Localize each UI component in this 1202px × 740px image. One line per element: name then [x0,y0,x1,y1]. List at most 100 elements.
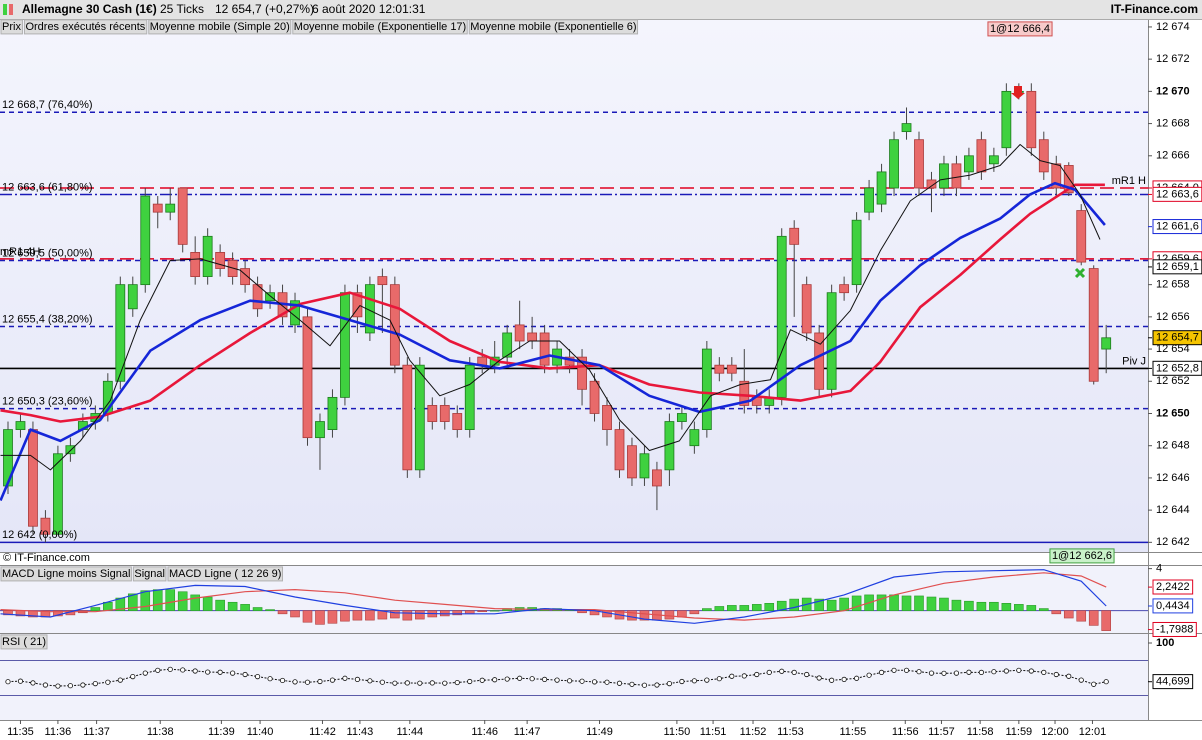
rsi-point [504,676,510,682]
value-marker-label: 2,2422 [1156,581,1190,593]
rsi-point [404,680,410,686]
legend-item: Moyenne mobile (Exponentielle 17) [294,21,466,33]
candle-body [127,284,138,310]
histogram-bar [901,595,912,611]
rsi-point [329,677,336,683]
rsi-point [903,667,910,673]
datetime: 6 août 2020 12:01:31 [312,2,426,16]
rsi-point [392,680,398,686]
candle-body [864,187,874,213]
label-box [1152,674,1194,690]
candle-body [215,252,226,269]
level-label: 12 659,5 (50,00%) [2,247,93,259]
histogram-bar [751,604,762,611]
rsi-point [180,667,186,673]
rsi-point [30,680,36,686]
candle-body [389,284,400,366]
macd-line [0,569,1107,624]
x-tick-label: 11:40 [247,726,274,738]
rsi-point [654,682,660,688]
rsi-point [1103,679,1109,685]
rsi-point [479,677,485,683]
histogram-bar [140,590,151,611]
y-tick-label: 12 668 [1156,117,1190,129]
rsi-point [542,676,548,683]
rsi-point [1078,677,1084,683]
rsi-point [716,676,722,682]
header-bar [0,0,1202,19]
rsi-point [267,676,273,682]
candle-body [914,139,924,189]
x-tick-label: 11:51 [700,726,727,738]
histogram-bar [1014,604,1024,611]
x-tick-label: 12:00 [1041,726,1069,738]
candle-body [202,235,213,277]
histogram-bar [1101,610,1111,631]
legend-item: MACD Ligne ( 12 26 9) [169,568,282,580]
label-box [1049,548,1115,564]
candle-body [140,195,151,286]
histogram-bar [265,609,275,611]
rsi-point [554,677,560,683]
histogram-bar [190,594,200,611]
rsi-point [192,668,198,674]
candle-body [177,187,188,245]
candle-body [65,445,76,455]
histogram-bar [277,610,288,615]
rsi-point [304,679,311,685]
candle-body [240,268,250,286]
candle-body [414,364,425,471]
rsi-point [1016,667,1022,673]
histogram-bar [776,600,787,611]
value-marker-label: 44,699 [1156,676,1190,688]
rsi-point [105,679,111,685]
value-marker-label: 12 652,8 [1156,362,1199,374]
rsi-point [317,678,323,685]
moving-average [0,144,1101,471]
rsi-point [1053,671,1059,678]
buy-mark [1074,267,1086,279]
rsi-point [292,679,298,685]
histogram-bar [227,601,238,611]
rsi-point [42,682,49,688]
legend-item: MACD Ligne moins Signal [2,568,130,580]
rsi-point [791,669,797,676]
rsi-point [354,676,361,683]
last-price: 12 654,7 (+0,27%) [215,2,314,16]
label-box [468,19,639,35]
y-tick-label: 12 644 [1156,504,1190,516]
y-tick-label: 12 674 [1156,21,1190,33]
rsi-point [217,669,223,675]
histogram-bar [951,599,962,611]
candle-body [976,139,987,173]
x-tick-label: 11:43 [347,726,374,738]
rsi-point [230,670,236,676]
rsi-point [641,682,648,688]
candle-body [315,421,325,439]
candle-body [427,405,438,422]
rsi-point [80,682,86,688]
y-tick-label: 12 642 [1156,536,1190,548]
candle-body [701,348,712,430]
candle-body [577,356,587,390]
histogram-bar [826,599,837,611]
histogram-bar [702,608,712,611]
interval: 25 Ticks [160,2,204,16]
rsi-plot [0,660,1148,696]
histogram-bar [1063,610,1074,619]
rsi-point [891,667,897,673]
rsi-point [342,675,348,681]
y-tick-label: 12 652 [1156,375,1190,387]
candle-body [664,421,675,471]
x-tick-label: 11:37 [83,726,110,738]
candle-body [502,332,513,358]
rsi-point [55,683,61,689]
candle-body [40,517,51,535]
candle-body [377,276,388,286]
histogram-bar [989,601,999,611]
histogram-bar [714,606,725,611]
candle-body [15,421,26,430]
value-marker-label: 12 654,7 [1156,332,1199,344]
rsi-point [429,680,435,686]
